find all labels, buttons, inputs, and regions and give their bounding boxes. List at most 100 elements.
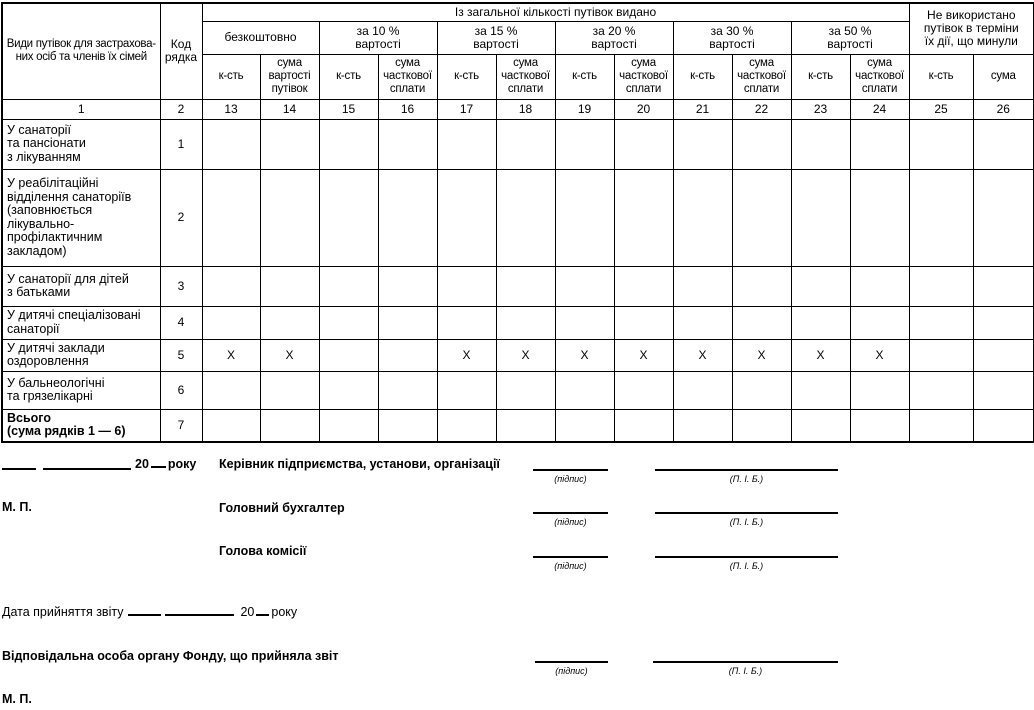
data-cell: [790, 305, 851, 340]
data-cell: [849, 168, 910, 267]
col-number-cell: 23: [790, 98, 851, 120]
table-row-children-special: У дитячі спеціалізовані санаторії 4: [1, 305, 1034, 340]
data-cell: [318, 338, 379, 372]
data-cell: [790, 408, 851, 443]
commission-head-label: Голова комісії: [219, 544, 307, 558]
header-group-free: безкоштовно: [201, 20, 320, 55]
header-partial-sum: сума часткової сплати: [849, 53, 910, 100]
data-cell: [972, 338, 1034, 372]
data-cell: [672, 168, 733, 267]
fullname-hint: (П. І. Б.): [728, 666, 763, 676]
data-cell: [554, 168, 615, 267]
data-cell: [972, 168, 1034, 267]
row-code-cell: 1: [159, 118, 203, 170]
data-cell: [318, 305, 379, 340]
data-cell: [672, 265, 733, 307]
header-partial-sum: сума часткової сплати: [613, 53, 674, 100]
data-cell: [436, 118, 497, 170]
row-label-cell: У дитячі спеціалізовані санаторії: [1, 305, 161, 340]
acceptance-date-line: Дата прийняття звіту 20 року: [2, 605, 297, 619]
data-cell: [201, 168, 261, 267]
data-cell: [495, 305, 556, 340]
data-cell: X: [790, 338, 851, 372]
data-cell: [259, 305, 320, 340]
header-qty: к-сть: [201, 53, 261, 100]
data-cell: [554, 118, 615, 170]
year-prefix: 20: [135, 457, 149, 471]
header-group-30: за 30 % вартості: [672, 20, 792, 55]
header-partial-sum: сума часткової сплати: [377, 53, 438, 100]
data-cell: X: [201, 338, 261, 372]
header-group-20: за 20 % вартості: [554, 20, 674, 55]
commission-signature-line: [533, 556, 608, 558]
date-month-blank: [43, 458, 131, 470]
data-cell: [672, 305, 733, 340]
data-cell: [259, 265, 320, 307]
col-number-cell: 22: [731, 98, 792, 120]
data-cell: [908, 168, 974, 267]
data-cell: [201, 265, 261, 307]
responsible-name-line: [653, 661, 838, 663]
director-label: Керівник підприємства, установи, організ…: [219, 457, 500, 471]
stamp-label: М. П.: [2, 500, 32, 514]
data-cell: [908, 338, 974, 372]
acceptance-date-label: Дата прийняття звіту: [2, 605, 124, 619]
date-year-text: 20 року: [135, 457, 196, 471]
col-number-cell: 25: [908, 98, 974, 120]
data-cell: [908, 118, 974, 170]
fullname-hint: (П. І. Б.): [729, 517, 764, 527]
header-group-50: за 50 % вартості: [790, 20, 910, 55]
accountant-name-line: [655, 512, 838, 514]
data-cell: [495, 370, 556, 410]
fullname-hint: (П. І. Б.): [729, 561, 764, 571]
row-code-cell: 4: [159, 305, 203, 340]
header-row-groups: безкоштовно за 10 % вартості за 15 % вар…: [2, 20, 1034, 55]
header-group-15: за 15 % вартості: [436, 20, 556, 55]
date-day-blank: [2, 458, 36, 470]
data-cell: [672, 118, 733, 170]
data-cell: [554, 408, 615, 443]
col-number-cell: 2: [159, 98, 203, 120]
data-cell: [790, 265, 851, 307]
col-number-cell: 17: [436, 98, 497, 120]
data-cell: [495, 118, 556, 170]
table-row-children-health: У дитячі заклади оздоровлення 5 X X X X …: [1, 338, 1034, 372]
data-cell: [259, 408, 320, 443]
acceptance-day-blank: [128, 606, 162, 616]
header-qty: к-сть: [554, 53, 615, 100]
data-cell: [436, 265, 497, 307]
data-cell: X: [849, 338, 910, 372]
data-cell: [259, 370, 320, 410]
data-cell: [731, 168, 792, 267]
col-number-cell: 18: [495, 98, 556, 120]
data-cell: X: [731, 338, 792, 372]
row-label-cell: У санаторії для дітей з батьками: [1, 265, 161, 307]
data-cell: [849, 370, 910, 410]
data-cell: [377, 408, 438, 443]
header-row-top: Види путівок для застрахова- них осіб та…: [1, 2, 1034, 100]
data-cell: [908, 370, 974, 410]
data-cell: [436, 305, 497, 340]
data-cell: [495, 408, 556, 443]
data-cell: [849, 305, 910, 340]
row-code-cell: 7: [159, 408, 203, 443]
col-number-cell: 1: [1, 98, 161, 120]
data-cell: [790, 118, 851, 170]
data-cell: [731, 408, 792, 443]
data-cell: [613, 305, 674, 340]
accountant-signature-line: [533, 512, 608, 514]
header-unused-qty: к-сть: [908, 53, 974, 100]
director-signature-line: [533, 469, 608, 471]
header-qty: к-сть: [436, 53, 497, 100]
data-cell: [377, 305, 438, 340]
data-cell: [436, 408, 497, 443]
signature-hint: (підпис): [555, 666, 588, 676]
signature-hint: (підпис): [554, 517, 587, 527]
data-cell: [908, 265, 974, 307]
commission-name-line: [655, 556, 838, 558]
vouchers-table: Види путівок для застрахова- них осіб та…: [1, 2, 1034, 443]
header-row-code: Код рядка: [159, 2, 203, 100]
data-cell: [972, 305, 1034, 340]
data-cell: [672, 370, 733, 410]
col-number-cell: 20: [613, 98, 674, 120]
